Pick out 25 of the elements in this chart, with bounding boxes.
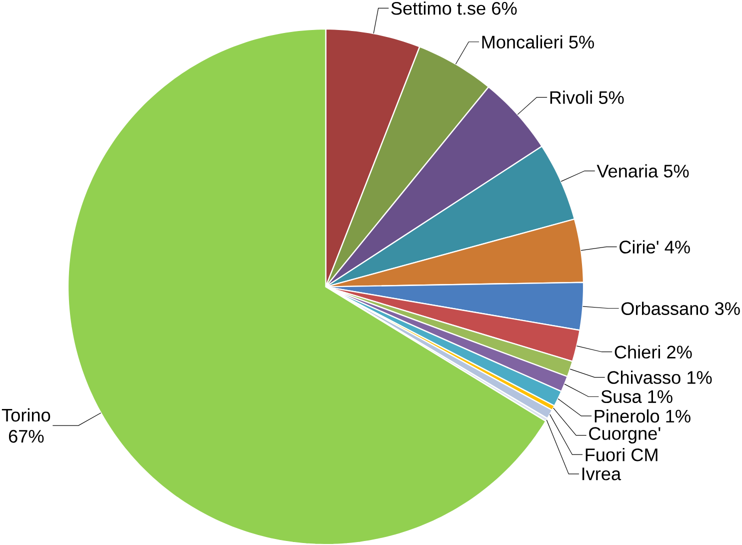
data-label: 5% (598, 91, 624, 104)
slice-label: Cirie' (620, 240, 658, 254)
slice-label: Settimo t.se (391, 1, 486, 15)
slice-label: Cuorgne' (589, 426, 660, 444)
slice-label: Rivoli (550, 90, 592, 104)
slice-label: Susa (601, 390, 642, 403)
slice-label: Ivrea (582, 468, 622, 480)
slice-label: Pinerolo (594, 409, 660, 422)
data-label: 1% (648, 390, 672, 403)
data-label: 6% (492, 2, 517, 15)
slice-label: Chivasso (608, 370, 680, 384)
slice-label: Venaria (596, 164, 658, 178)
slice-label: Moncalieri (482, 35, 562, 48)
data-label: 2% (667, 346, 692, 358)
slice-label: Torino (2, 408, 50, 422)
data-label: 1% (666, 410, 690, 422)
slice-label: Chieri (614, 345, 660, 358)
data-label: 4% (664, 240, 690, 254)
data-label: 1% (688, 371, 712, 384)
data-label: 5% (664, 164, 689, 178)
slice-label: Orbassano (621, 302, 708, 315)
data-label: 5% (569, 36, 594, 48)
data-label: 67% (8, 430, 44, 443)
slice-label: Fuori CM (586, 448, 658, 462)
data-label: 3% (715, 302, 740, 315)
